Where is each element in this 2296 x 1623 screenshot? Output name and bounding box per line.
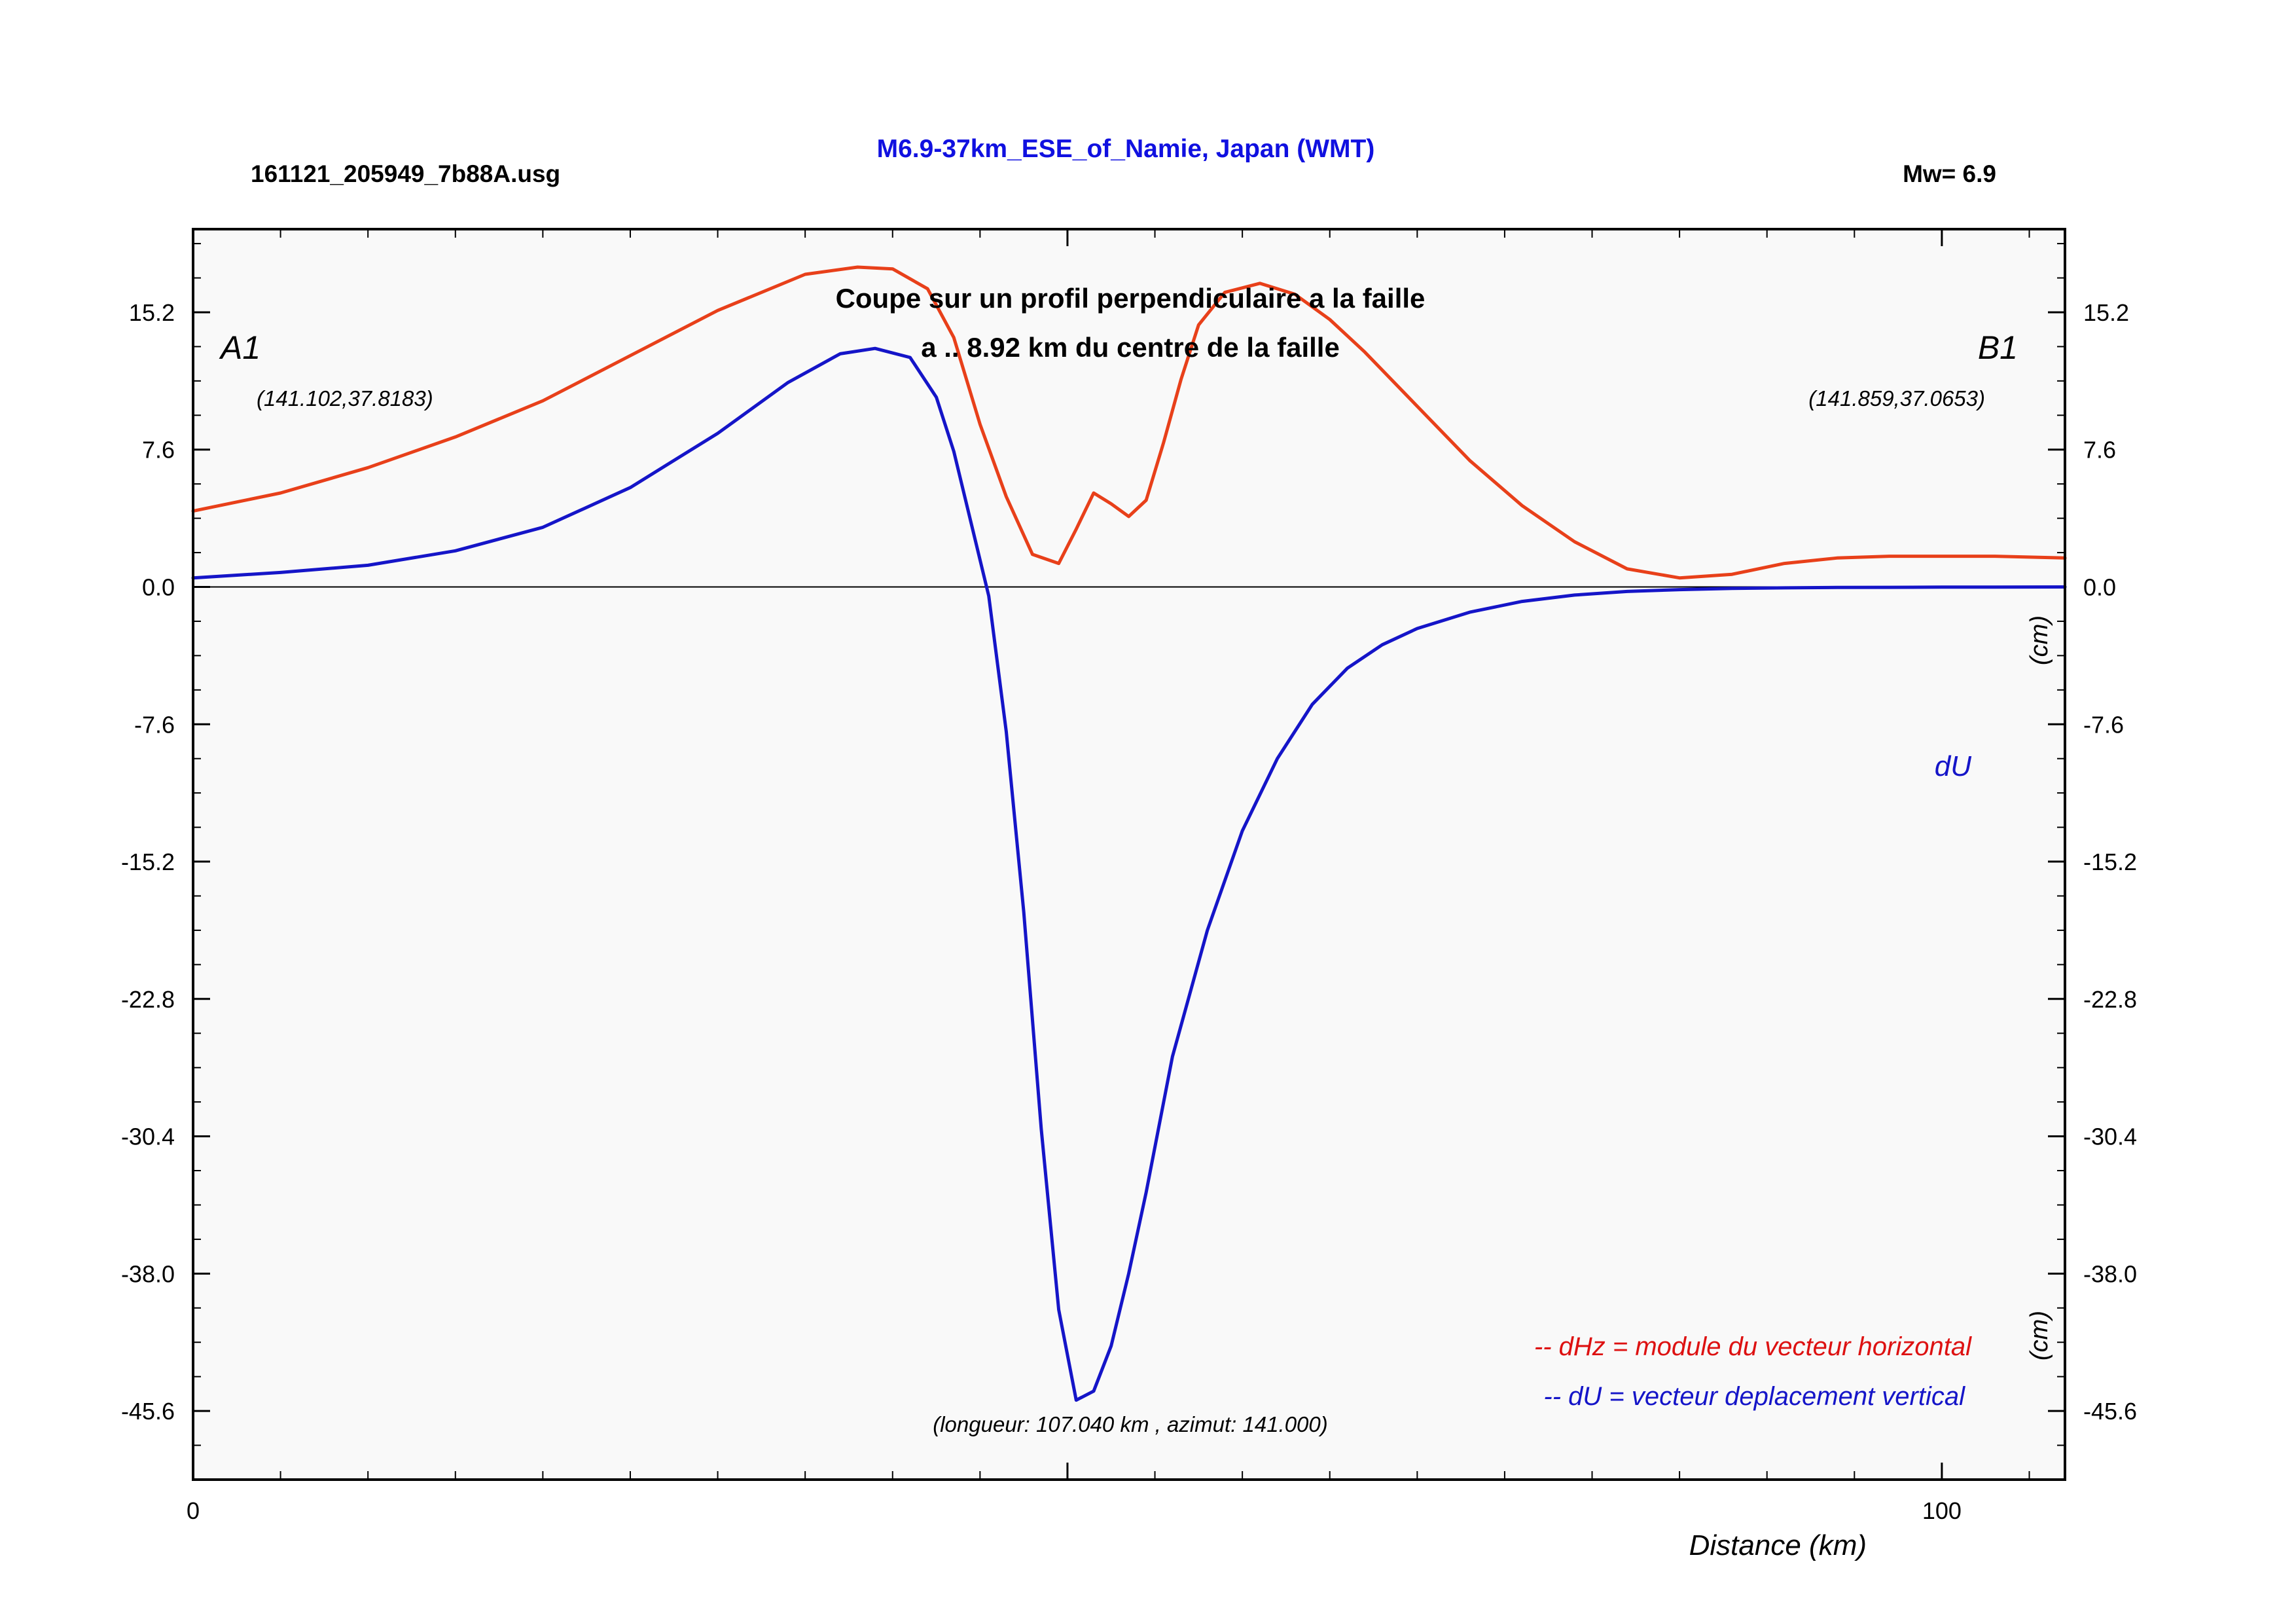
y-tick-label: -22.8 bbox=[121, 986, 175, 1013]
unit-label-lower: (cm) bbox=[2026, 1311, 2053, 1360]
y-tick-label: -45.6 bbox=[121, 1398, 175, 1425]
profile-info: (longueur: 107.040 km , azimut: 141.000) bbox=[933, 1412, 1328, 1436]
series-line-dhz bbox=[191, 265, 2067, 580]
chart-title: M6.9-37km_ESE_of_Namie, Japan (WMT) bbox=[877, 135, 1375, 163]
x-tick-labels: 0 100 bbox=[187, 1497, 1962, 1524]
y-tick-label: 15.2 bbox=[2083, 299, 2129, 326]
y-tick-label: 0.0 bbox=[142, 574, 175, 601]
y-tick-label: -45.6 bbox=[2083, 1398, 2137, 1425]
y-tick-label: -15.2 bbox=[2083, 848, 2137, 875]
subtitle-line1: Coupe sur un profil perpendiculaire a la… bbox=[836, 283, 1426, 314]
y-tick-labels-left: 15.2 7.6 0.0 -7.6 -15.2 -22.8 -30.4 -38.0 -45.6 bbox=[121, 299, 175, 1425]
series-layer bbox=[191, 265, 2067, 1402]
legend-dhz: -- dHz = module du vecteur horizontal bbox=[1534, 1332, 1972, 1361]
y-tick-label: -38.0 bbox=[121, 1260, 175, 1287]
y-tick-label: 7.6 bbox=[142, 437, 175, 464]
y-tick-label: 0.0 bbox=[2083, 574, 2116, 601]
magnitude-label: Mw= 6.9 bbox=[1903, 160, 1996, 187]
plot-area bbox=[193, 229, 2065, 1480]
point-b-label: B1 bbox=[1978, 329, 2018, 366]
y-tick-label: -22.8 bbox=[2083, 986, 2137, 1013]
y-tick-label: -38.0 bbox=[2083, 1260, 2137, 1287]
plot-frame bbox=[192, 228, 2066, 1481]
y-tick-label: -7.6 bbox=[134, 711, 175, 738]
y-tick-label: -30.4 bbox=[121, 1123, 175, 1150]
y-tick-label: -7.6 bbox=[2083, 711, 2124, 738]
point-a-label: A1 bbox=[219, 329, 260, 366]
du-series-label: dU bbox=[1935, 750, 1971, 782]
y-tick-labels-right: 15.2 7.6 0.0 -7.6 -15.2 -22.8 -30.4 -38.0 -45.6 bbox=[2083, 299, 2137, 1425]
legend-du: -- dU = vecteur deplacement vertical bbox=[1543, 1382, 1965, 1411]
unit-label-upper: (cm) bbox=[2026, 615, 2053, 665]
point-a-coords: (141.102,37.8183) bbox=[257, 386, 433, 410]
y-tick-label: -15.2 bbox=[121, 848, 175, 875]
subtitle-line2: a .. 8.92 km du centre de la faille bbox=[921, 332, 1340, 363]
x-tick-label: 0 bbox=[187, 1497, 200, 1524]
y-tick-label: 15.2 bbox=[129, 299, 175, 326]
filename-label: 161121_205949_7b88A.usg bbox=[251, 160, 560, 187]
y-tick-label: 7.6 bbox=[2083, 437, 2116, 464]
x-axis-label: Distance (km) bbox=[1689, 1529, 1867, 1561]
point-b-coords: (141.859,37.0653) bbox=[1808, 386, 1985, 410]
y-tick-label: -30.4 bbox=[2083, 1123, 2137, 1150]
x-tick-label: 100 bbox=[1922, 1497, 1962, 1524]
series-line-du bbox=[191, 346, 2067, 1402]
